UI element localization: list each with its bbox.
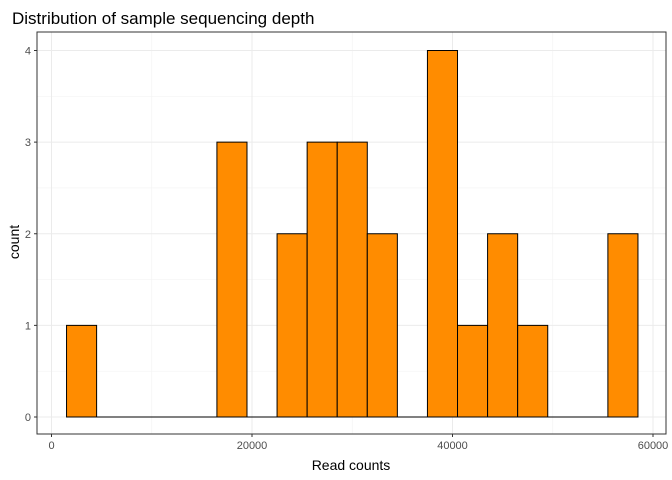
y-tick-label: 1: [25, 320, 31, 332]
y-axis-ticks: 0 1 2 3 4: [25, 46, 37, 425]
histogram-bar-7: [277, 234, 307, 417]
histogram-bar-5: [217, 142, 247, 417]
histogram-bar-18: [608, 234, 638, 417]
histogram-bar-15: [518, 325, 548, 417]
histogram-bar-9: [337, 142, 367, 417]
y-tick-label: 0: [25, 412, 31, 424]
histogram-bar-13: [458, 325, 488, 417]
x-tick-label: 0: [48, 440, 54, 452]
x-axis-ticks: 0 20000 40000 60000: [48, 434, 668, 452]
y-tick-label: 3: [25, 137, 31, 149]
y-axis-label: count: [6, 225, 22, 259]
y-tick-label: 4: [25, 46, 31, 58]
histogram-bar-8: [307, 142, 337, 417]
x-axis-label: Read counts: [312, 457, 391, 473]
x-tick-label: 60000: [638, 440, 669, 452]
x-tick-label: 40000: [437, 440, 468, 452]
histogram-bar-14: [488, 234, 518, 417]
histogram-bar-0: [67, 325, 97, 417]
chart-title: Distribution of sample sequencing depth: [12, 9, 314, 28]
histogram-bar-10: [367, 234, 397, 417]
histogram-bar-12: [427, 51, 457, 418]
y-tick-label: 2: [25, 229, 31, 241]
x-tick-label: 20000: [237, 440, 268, 452]
